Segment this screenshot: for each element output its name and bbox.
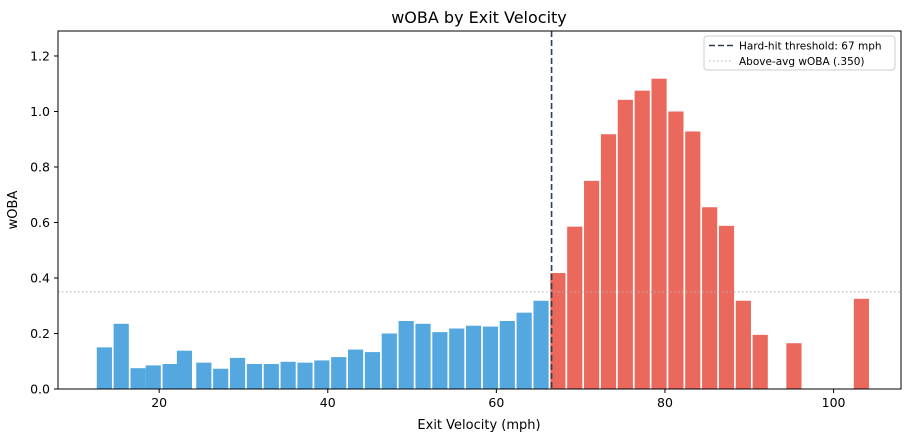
bar [600, 134, 617, 389]
bar [331, 357, 347, 389]
y-tick-label: 0.8 [30, 159, 50, 174]
bar [449, 328, 465, 389]
bar [550, 272, 566, 389]
x-ticks: 20 40 60 80 100 [151, 389, 846, 410]
x-tick-label: 60 [488, 395, 504, 410]
bar [176, 350, 193, 389]
legend-box [703, 35, 896, 71]
y-ticks: 0.0 0.2 0.4 0.6 0.8 1.0 1.2 [30, 48, 58, 397]
legend-label: Above-avg wOBA (.350) [739, 56, 865, 68]
bar [314, 360, 330, 389]
bar [432, 332, 448, 389]
bar [482, 326, 499, 389]
y-axis-label: wOBA [6, 191, 21, 230]
bar [415, 323, 431, 389]
x-tick-label: 20 [151, 395, 167, 410]
bar [634, 90, 650, 390]
bar [145, 365, 161, 389]
bar [263, 364, 279, 389]
plot-frame [57, 30, 902, 390]
bar [651, 78, 667, 389]
bar [617, 99, 633, 390]
bar [113, 323, 129, 389]
reference-lines [58, 31, 901, 389]
bar [499, 321, 515, 389]
y-tick-label: 1.2 [30, 48, 50, 63]
y-tick-label: 0.0 [30, 382, 50, 397]
bar [533, 300, 549, 389]
legend: Hard-hit threshold: 67 mph Above-avg wOBA… [703, 35, 896, 71]
y-tick-label: 0.4 [30, 270, 50, 285]
x-axis-label: Exit Velocity (mph) [417, 418, 540, 432]
bar [567, 226, 583, 389]
bar [466, 325, 482, 389]
bar [398, 321, 414, 389]
bar [162, 364, 178, 389]
bar [718, 225, 735, 389]
bar [853, 298, 869, 389]
bar [381, 333, 397, 389]
x-tick-label: 80 [657, 395, 673, 410]
bar [130, 368, 146, 389]
x-tick-label: 100 [822, 395, 846, 410]
bar [752, 334, 768, 389]
bars [96, 78, 869, 390]
y-tick-label: 0.6 [30, 215, 50, 230]
bar [347, 349, 364, 389]
bar [516, 312, 532, 389]
bar [668, 111, 684, 389]
bar [213, 368, 229, 389]
legend-label: Hard-hit threshold: 67 mph [739, 41, 882, 53]
bar [196, 362, 212, 389]
bar [584, 180, 600, 389]
bar [280, 361, 296, 389]
bar [246, 364, 263, 389]
bar [735, 300, 751, 389]
bar [685, 131, 701, 389]
bar [229, 357, 246, 389]
y-tick-label: 0.2 [30, 326, 50, 341]
chart-title: wOBA by Exit Velocity [391, 8, 567, 27]
bar [96, 347, 112, 389]
bar [786, 343, 802, 389]
bar [297, 362, 313, 389]
y-tick-label: 1.0 [30, 104, 50, 119]
bar [364, 352, 381, 389]
bar [702, 207, 718, 389]
x-tick-label: 40 [320, 395, 336, 410]
